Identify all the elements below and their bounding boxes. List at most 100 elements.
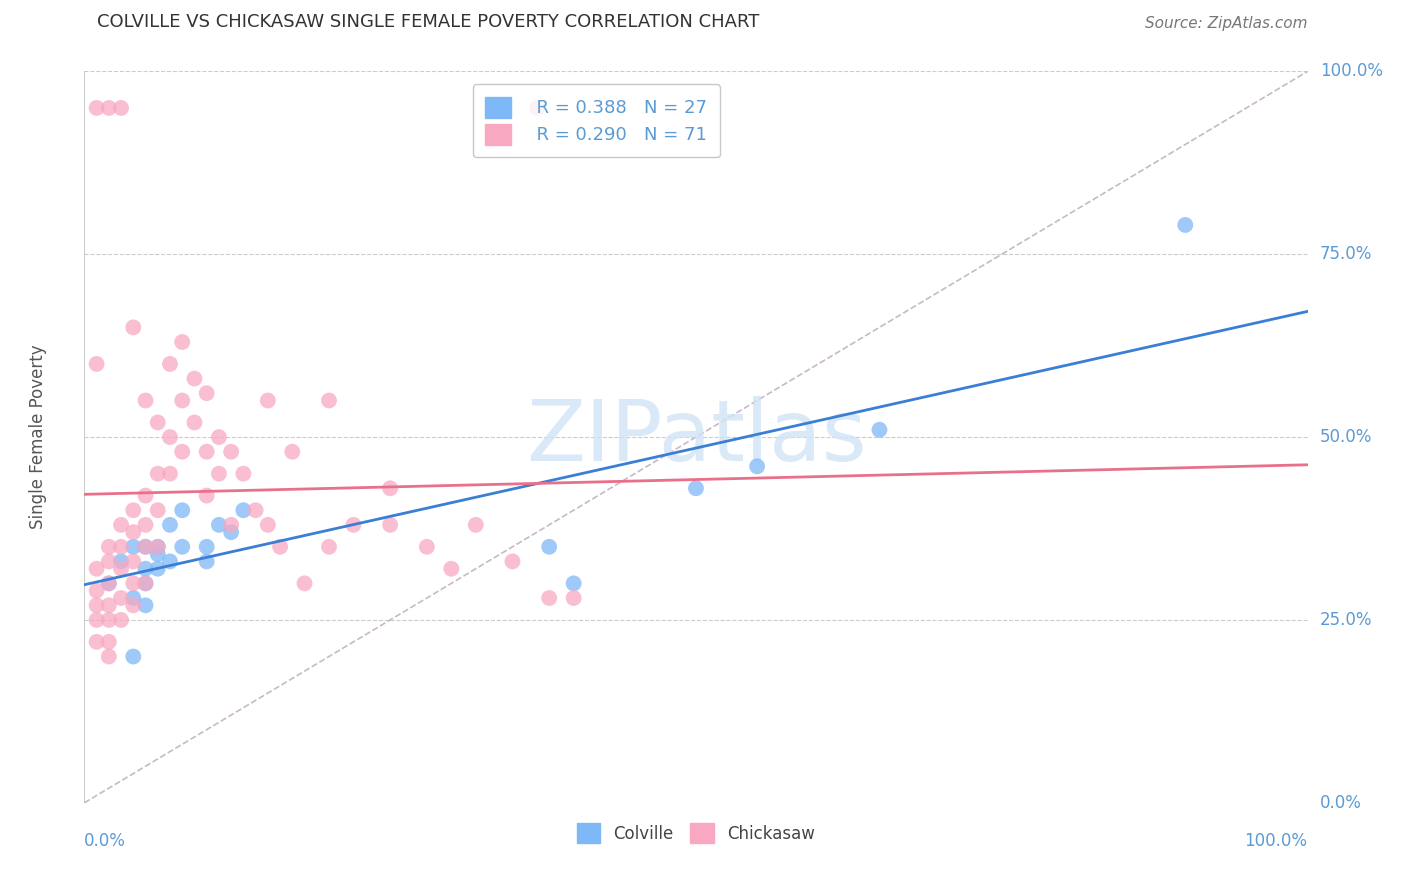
Text: 100.0%: 100.0% bbox=[1320, 62, 1384, 80]
Point bbox=[110, 613, 132, 627]
Text: ZIPatlas: ZIPatlas bbox=[526, 395, 866, 479]
Point bbox=[172, 393, 194, 408]
Point bbox=[183, 371, 205, 385]
Point bbox=[195, 554, 218, 568]
Point bbox=[135, 599, 157, 613]
Point bbox=[416, 540, 439, 554]
Point bbox=[257, 517, 280, 532]
Text: 50.0%: 50.0% bbox=[1320, 428, 1372, 446]
Point bbox=[281, 444, 304, 458]
Point bbox=[122, 525, 145, 540]
Point bbox=[538, 591, 561, 605]
Text: 100.0%: 100.0% bbox=[1244, 832, 1308, 850]
Point bbox=[122, 591, 145, 605]
Point bbox=[97, 613, 120, 627]
Point bbox=[208, 467, 231, 481]
Point bbox=[526, 101, 548, 115]
Point bbox=[110, 517, 132, 532]
Point bbox=[159, 357, 181, 371]
Point bbox=[135, 517, 157, 532]
Point bbox=[159, 430, 181, 444]
Point bbox=[146, 467, 169, 481]
Point bbox=[86, 635, 108, 649]
Text: 25.0%: 25.0% bbox=[1320, 611, 1372, 629]
Point bbox=[97, 554, 120, 568]
Point bbox=[219, 517, 242, 532]
Point bbox=[135, 562, 157, 576]
Point bbox=[159, 467, 181, 481]
Point bbox=[208, 517, 231, 532]
Point bbox=[195, 540, 218, 554]
Point bbox=[159, 554, 181, 568]
Point bbox=[135, 576, 157, 591]
Text: 75.0%: 75.0% bbox=[1320, 245, 1372, 263]
Point bbox=[110, 101, 132, 115]
Point bbox=[380, 517, 402, 532]
Point bbox=[294, 576, 316, 591]
Point bbox=[232, 503, 254, 517]
Point bbox=[342, 517, 364, 532]
Point bbox=[232, 467, 254, 481]
Point bbox=[1174, 218, 1197, 232]
Point bbox=[440, 562, 463, 576]
Point bbox=[380, 481, 402, 495]
Point bbox=[135, 576, 157, 591]
Point bbox=[269, 540, 291, 554]
Point bbox=[97, 101, 120, 115]
Point bbox=[86, 583, 108, 598]
Point bbox=[172, 540, 194, 554]
Point bbox=[195, 386, 218, 401]
Point bbox=[195, 489, 218, 503]
Point bbox=[135, 540, 157, 554]
Point bbox=[146, 416, 169, 430]
Point bbox=[502, 554, 524, 568]
Point bbox=[135, 540, 157, 554]
Legend: Colville, Chickasaw: Colville, Chickasaw bbox=[571, 817, 821, 849]
Point bbox=[538, 540, 561, 554]
Point bbox=[219, 444, 242, 458]
Point bbox=[110, 540, 132, 554]
Point bbox=[122, 599, 145, 613]
Point bbox=[122, 576, 145, 591]
Point bbox=[869, 423, 891, 437]
Point bbox=[685, 481, 707, 495]
Point bbox=[97, 649, 120, 664]
Point bbox=[122, 649, 145, 664]
Point bbox=[257, 393, 280, 408]
Point bbox=[146, 540, 169, 554]
Point bbox=[86, 357, 108, 371]
Point bbox=[122, 320, 145, 334]
Point bbox=[562, 591, 585, 605]
Text: 0.0%: 0.0% bbox=[84, 832, 127, 850]
Point bbox=[208, 430, 231, 444]
Point bbox=[97, 576, 120, 591]
Point bbox=[172, 444, 194, 458]
Point bbox=[464, 517, 486, 532]
Text: COLVILLE VS CHICKASAW SINGLE FEMALE POVERTY CORRELATION CHART: COLVILLE VS CHICKASAW SINGLE FEMALE POVE… bbox=[97, 13, 759, 31]
Point bbox=[195, 444, 218, 458]
Text: Source: ZipAtlas.com: Source: ZipAtlas.com bbox=[1144, 16, 1308, 31]
Point bbox=[245, 503, 267, 517]
Point bbox=[135, 489, 157, 503]
Point bbox=[318, 540, 340, 554]
Point bbox=[122, 554, 145, 568]
Point bbox=[122, 540, 145, 554]
Point bbox=[146, 540, 169, 554]
Point bbox=[318, 393, 340, 408]
Point bbox=[86, 613, 108, 627]
Point bbox=[110, 562, 132, 576]
Point bbox=[172, 334, 194, 349]
Point bbox=[562, 576, 585, 591]
Point bbox=[135, 393, 157, 408]
Point bbox=[86, 562, 108, 576]
Point bbox=[219, 525, 242, 540]
Point bbox=[747, 459, 769, 474]
Point bbox=[146, 547, 169, 561]
Text: 0.0%: 0.0% bbox=[1320, 794, 1361, 812]
Point bbox=[110, 554, 132, 568]
Point bbox=[146, 562, 169, 576]
Point bbox=[110, 591, 132, 605]
Point bbox=[97, 576, 120, 591]
Point bbox=[86, 101, 108, 115]
Point bbox=[97, 540, 120, 554]
